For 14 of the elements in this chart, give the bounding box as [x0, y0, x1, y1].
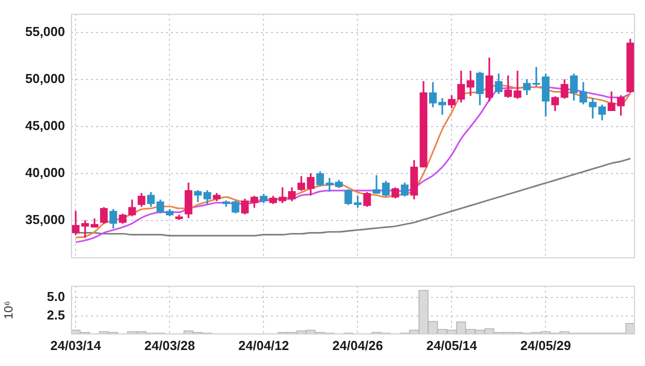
y-axis-title: 10⁶ — [2, 300, 16, 320]
y-tick-label: 55,000 — [25, 24, 65, 40]
y-tick-label: 40,000 — [25, 165, 65, 180]
x-tick-label: 24/05/29 — [520, 338, 572, 353]
y-tick-label: 2.5 — [46, 308, 65, 323]
x-tick-label: 24/05/14 — [426, 338, 478, 353]
x-tick-label: 24/04/12 — [238, 338, 290, 353]
x-tick-label: 24/03/14 — [50, 338, 102, 353]
x-tick-label: 24/04/26 — [332, 338, 384, 353]
y-tick-label: 5.0 — [46, 289, 65, 304]
y-tick-label: 35,000 — [25, 212, 65, 228]
y-tick-label: 50,000 — [25, 71, 65, 86]
y-tick-label: 45,000 — [25, 118, 65, 134]
x-tick-label: 24/03/28 — [144, 338, 196, 353]
